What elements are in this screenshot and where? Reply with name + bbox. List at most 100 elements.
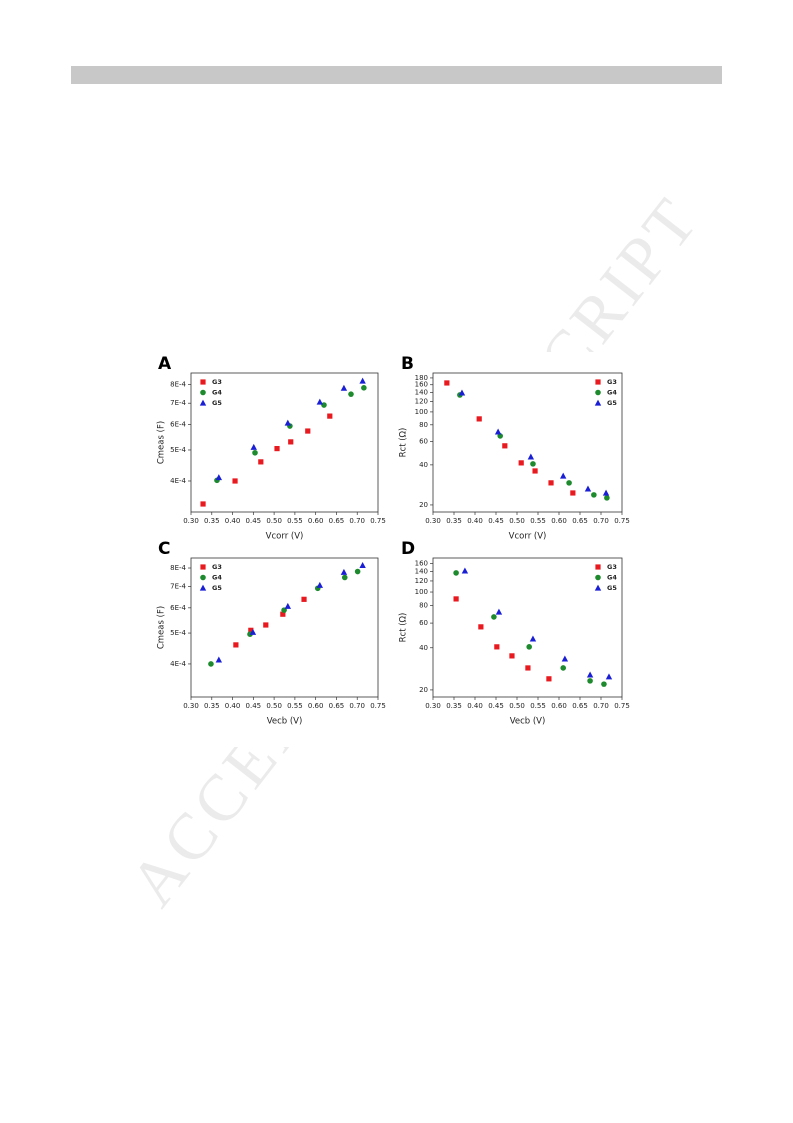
x-tick-label: 0.30 [425,702,441,710]
y-tick-label: 140 [415,568,428,576]
x-tick-label: 0.65 [329,702,345,710]
marker-square [258,459,264,465]
legend-marker [595,564,601,570]
x-tick-label: 0.30 [183,702,199,710]
x-tick-label: 0.40 [467,517,483,525]
marker-triangle [249,628,257,635]
legend-label: G4 [607,389,617,397]
marker-triangle [250,443,257,450]
marker-square [476,416,482,422]
marker-square [444,380,450,386]
legend-marker [595,379,601,385]
marker-triangle [605,673,613,680]
x-tick-label: 0.55 [287,702,303,710]
y-tick-label: 5E-4 [170,446,186,454]
marker-circle [497,433,504,439]
marker-triangle [316,398,324,405]
marker-square [548,480,554,486]
y-axis-title: Rct (Ω) [399,428,409,458]
legend-label: G5 [607,584,617,592]
y-tick-label: 160 [415,559,428,567]
marker-square [274,445,280,452]
x-tick-label: 0.70 [593,702,609,710]
x-tick-label: 0.50 [509,702,525,710]
marker-triangle [340,568,348,575]
x-tick-label: 0.30 [425,517,441,525]
y-tick-label: 120 [415,577,428,585]
marker-circle [566,480,572,486]
panel-label: D [401,539,415,559]
marker-circle [601,681,607,687]
legend-label: G3 [212,563,222,571]
marker-triangle [586,671,594,678]
x-tick-label: 0.45 [488,702,504,710]
marker-square [453,596,459,602]
marker-circle [354,568,361,575]
legend-label: G5 [212,584,222,592]
x-tick-label: 0.35 [204,702,220,710]
x-tick-label: 0.75 [614,702,630,710]
marker-square [248,627,254,633]
marker-triangle [494,428,502,435]
y-tick-label: 40 [419,644,428,652]
x-axis-title: Vecb (V) [267,717,303,727]
y-tick-label: 6E-4 [170,604,186,612]
legend-marker [594,399,602,406]
x-axis-title: Vcorr (V) [266,532,304,542]
panel-label: A [158,354,172,374]
marker-circle [321,402,327,408]
marker-circle [341,574,348,581]
marker-triangle [340,384,348,391]
y-tick-label: 8E-4 [170,564,186,572]
legend-label: G5 [212,399,222,407]
x-tick-label: 0.75 [370,517,386,525]
marker-triangle [359,562,366,569]
legend-label: G4 [607,574,617,582]
marker-square [509,653,515,659]
marker-triangle [316,581,324,588]
marker-square [233,642,239,648]
legend-marker [595,389,601,396]
x-tick-label: 0.55 [530,702,546,710]
marker-square [518,460,524,466]
marker-square [200,501,206,507]
x-tick-label: 0.65 [572,702,588,710]
x-tick-label: 0.35 [446,517,462,525]
marker-circle [252,449,258,456]
x-tick-label: 0.40 [225,517,241,525]
y-tick-label: 20 [419,501,428,509]
y-tick-label: 120 [415,397,428,405]
marker-triangle [602,489,610,496]
plot-frame [190,557,379,698]
figure: A 0.30 0.35 0.40 0.45 0.50 0.55 0.60 0.65 0.70 0.7… [157,354,630,727]
legend-label: G3 [607,378,617,386]
x-tick-label: 0.50 [509,517,525,525]
y-tick-label: 4E-4 [170,660,186,668]
y-tick-label: 140 [415,388,428,396]
marker-circle [491,614,497,620]
y-tick-label: 20 [419,686,428,694]
marker-square [546,676,552,682]
legend-marker [200,564,206,570]
x-axis-title: Vecb (V) [510,717,546,727]
legend-label: G4 [212,389,222,397]
marker-triangle [495,608,503,615]
marker-triangle [284,419,292,426]
panel-label: B [401,354,414,374]
x-tick-label: 0.65 [572,517,588,525]
marker-square [570,490,576,496]
plot-frame [432,372,623,513]
marker-circle [348,391,354,397]
marker-triangle [560,472,567,479]
legend-marker [200,379,206,385]
y-tick-label: 40 [419,461,428,469]
marker-circle [591,492,597,498]
plot-frame [432,557,623,698]
marker-circle [560,665,566,671]
marker-square [478,624,484,630]
x-tick-label: 0.35 [204,517,220,525]
x-tick-label: 0.60 [308,702,324,710]
marker-square [305,428,311,434]
x-tick-label: 0.60 [308,517,324,525]
